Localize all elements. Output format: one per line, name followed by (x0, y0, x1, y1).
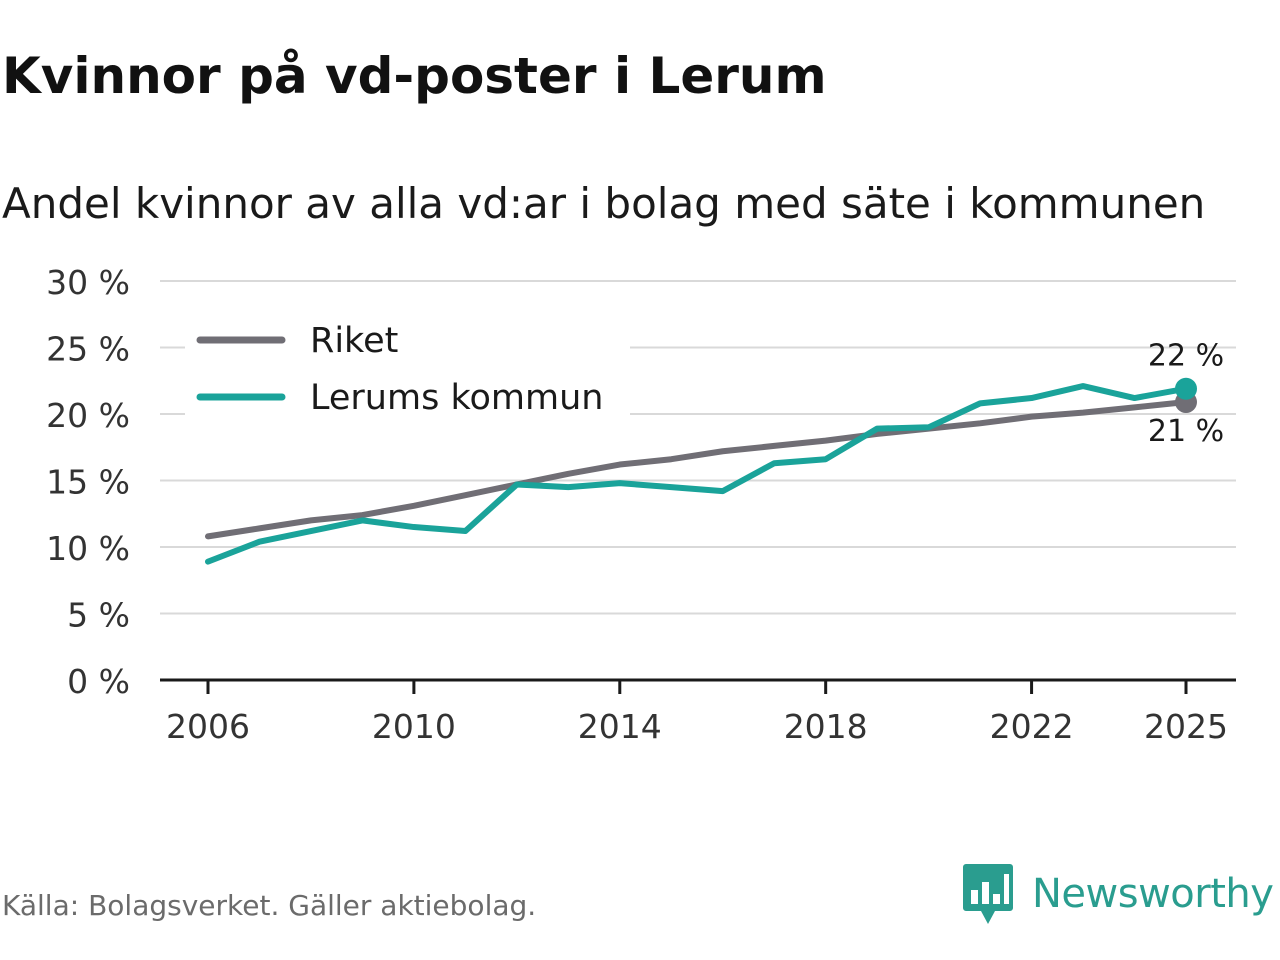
y-tick-label: 20 % (46, 396, 130, 435)
x-tick-label: 2006 (166, 707, 250, 746)
y-tick-label: 5 % (67, 596, 130, 635)
series-line (205, 383, 1189, 565)
x-tick-label: 2014 (578, 707, 662, 746)
legend-background (185, 315, 630, 425)
series-end-point (1175, 377, 1197, 400)
brand-name: Newsworthy (1032, 871, 1274, 917)
x-tick-label: 2010 (372, 707, 456, 746)
line-chart: 0 %5 %10 %15 %20 %25 %30 % 2006 2010 2014 2… (46, 263, 1236, 746)
chart-subtitle: Andel kvinnor av alla vd:ar i bolag med … (2, 179, 1206, 228)
series-line (205, 399, 1189, 540)
end-value-label: 22 % (1148, 339, 1224, 374)
legend-label: Riket (310, 321, 398, 361)
x-axis: 2006 2010 2014 2018 2022 2025 (160, 678, 1236, 746)
y-tick-label: 30 % (46, 263, 130, 302)
legend: Riket Lerums kommun (185, 315, 630, 425)
y-tick-label: 25 % (46, 330, 130, 369)
y-tick-label: 15 % (46, 463, 130, 502)
x-tick-label: 2018 (784, 707, 868, 746)
series-lines (205, 377, 1197, 565)
source-note: Källa: Bolagsverket. Gäller aktiebolag. (2, 889, 537, 922)
end-labels: 21 % 22 % (1148, 339, 1224, 449)
legend-label: Lerums kommun (310, 378, 603, 418)
newsworthy-logo-icon (963, 864, 1013, 924)
x-tick-label: 2022 (990, 707, 1074, 746)
y-tick-label: 10 % (46, 529, 130, 568)
brand: Newsworthy (962, 862, 1274, 926)
y-tick-label: 0 % (67, 662, 130, 701)
x-tick-label: 2025 (1144, 707, 1228, 746)
end-value-label: 21 % (1148, 414, 1224, 449)
chart-title: Kvinnor på vd-poster i Lerum (2, 47, 827, 105)
y-axis-ticks: 0 % 5 % 10 % 15 % 20 % 25 % 30 % (46, 263, 130, 701)
